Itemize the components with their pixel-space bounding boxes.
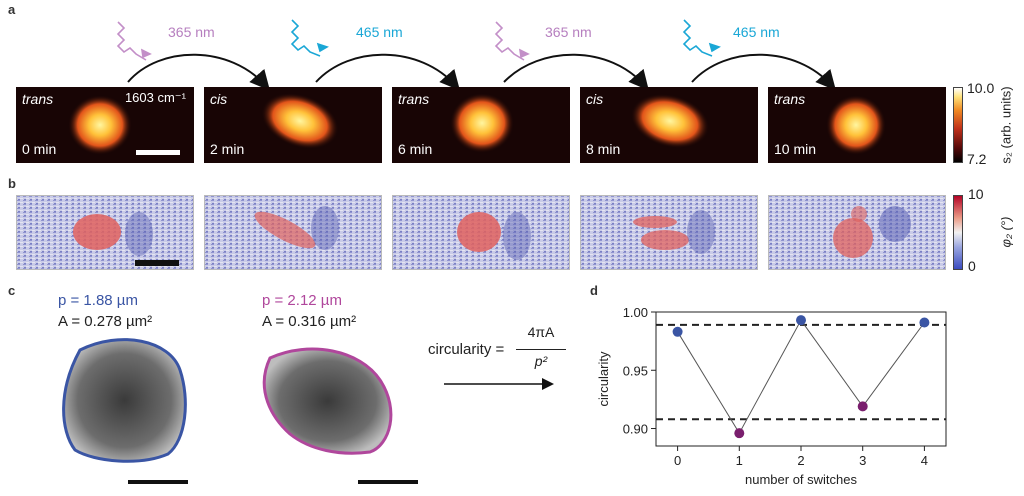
frame-state: cis (210, 91, 228, 107)
frame-state: trans (398, 91, 430, 107)
particle-shapes (62, 338, 418, 484)
data-point-0 (672, 326, 683, 337)
image-frame-4: trans 10 min (768, 87, 946, 163)
colorbar-amplitude-label: s₂ (arb. units) (998, 86, 1014, 164)
panel-label-d: d (590, 283, 598, 298)
frame-time: 10 min (774, 141, 817, 157)
formula-denominator: p² (534, 353, 548, 369)
frame-state: cis (586, 91, 604, 107)
panel-label-a: a (8, 2, 16, 17)
shape2-outline (262, 347, 393, 455)
phase-image-3 (580, 195, 758, 270)
shape1-perimeter: p = 1.88 µm (58, 292, 138, 309)
x-tick-label-3: 3 (859, 453, 866, 468)
frame-time: 6 min (398, 141, 433, 157)
y-axis-label: circularity (596, 351, 611, 406)
image-frame-0: trans 1603 cm⁻¹ 0 min (16, 87, 194, 163)
arrow-1 (127, 53, 270, 91)
data-point-3 (857, 401, 868, 412)
formula-lhs: circularity = (428, 341, 505, 358)
phase-image-0 (16, 195, 194, 270)
transition-arrows (116, 19, 836, 91)
colorbar-amplitude-min: 7.2 (967, 151, 987, 167)
circularity-chart: 0 1 2 3 4 0.90 0.95 1.00 number of switches circu… (596, 305, 947, 487)
x-tick-label-4: 4 (921, 453, 928, 468)
blue-light-icon-1 (290, 19, 329, 57)
y-tick-label-1: 0.95 (623, 363, 648, 378)
phase-image-4 (768, 195, 946, 270)
wavelength-label-2: 465 nm (356, 24, 403, 40)
x-axis-label: number of switches (745, 472, 857, 487)
scale-bar (128, 480, 188, 484)
colorbar-phase (953, 195, 963, 270)
frame-time: 8 min (586, 141, 621, 157)
wavelength-label-3: 365 nm (545, 24, 592, 40)
blue-light-icon-2 (682, 19, 721, 57)
fraction-bar (516, 349, 566, 350)
colorbar-phase-max: 10 (968, 186, 984, 202)
panel-label-c: c (8, 283, 16, 298)
plot-frame (655, 311, 947, 447)
frame-time: 2 min (210, 141, 245, 157)
image-frame-1: cis 2 min (204, 87, 382, 163)
arrow-3 (503, 53, 649, 91)
colorbar-amplitude (953, 87, 963, 163)
image-frame-2: trans 6 min (392, 87, 570, 163)
frame-state: trans (774, 91, 806, 107)
x-tick-label-1: 1 (736, 453, 743, 468)
scale-bar (358, 480, 418, 484)
arrow-4 (691, 53, 836, 91)
scale-bar (136, 150, 180, 155)
data-point-4 (919, 317, 930, 328)
frame-state: trans (22, 91, 54, 107)
x-tick-label-2: 2 (797, 453, 804, 468)
formula-numerator: 4πA (527, 324, 555, 340)
wavelength-label-1: 365 nm (168, 24, 215, 40)
colorbar-phase-label: φ₂ (°) (998, 216, 1014, 248)
colorbar-amplitude-max: 10.0 (967, 80, 995, 96)
panel-label-b: b (8, 176, 16, 191)
data-point-2 (796, 315, 806, 326)
shape2-area: A = 0.316 µm² (262, 313, 357, 330)
data-point-1 (734, 428, 745, 439)
phase-image-1 (204, 195, 382, 270)
y-tick-label-0: 0.90 (623, 422, 648, 437)
scale-bar (135, 260, 179, 266)
image-frame-3: cis 8 min (580, 87, 758, 163)
uv-light-icon-1 (116, 21, 152, 61)
frame-time: 0 min (22, 141, 57, 157)
shape2-perimeter: p = 2.12 µm (262, 292, 342, 309)
right-arrow-icon (444, 378, 554, 390)
shape1-area: A = 0.278 µm² (58, 313, 153, 330)
colorbar-phase-min: 0 (968, 258, 976, 274)
shape1-outline (62, 338, 187, 463)
wavenumber-label: 1603 cm⁻¹ (124, 90, 186, 105)
wavelength-label-4: 465 nm (733, 24, 780, 40)
series-line (677, 319, 925, 435)
x-tick-label-0: 0 (674, 453, 681, 468)
uv-light-icon-2 (494, 21, 530, 61)
arrow-2 (315, 53, 460, 91)
y-tick-label-2: 1.00 (623, 305, 648, 320)
phase-image-2 (392, 195, 570, 270)
